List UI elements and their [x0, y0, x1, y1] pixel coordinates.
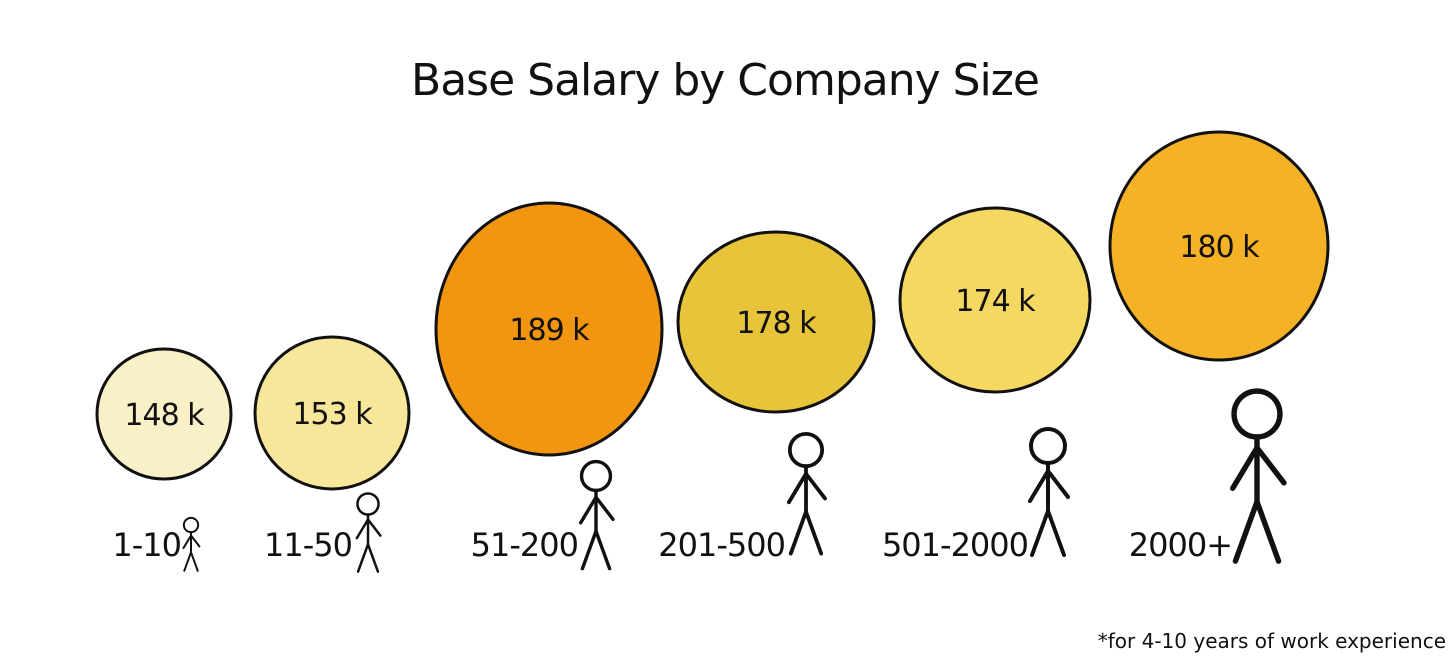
footnote: *for 4-10 years of work experience	[1098, 629, 1446, 653]
category-label-201-500: 201-500	[658, 526, 785, 564]
bubble-51-200	[434, 201, 664, 457]
value-label-11-50: 153 k	[292, 397, 373, 432]
bubble-2000+	[1108, 130, 1330, 362]
category-label-51-200: 51-200	[471, 526, 578, 564]
category-label-501-2000: 501-2000	[882, 526, 1028, 564]
stick-figure-icon	[787, 431, 827, 556]
bubble-201-500	[676, 230, 876, 414]
value-label-1-10: 148 k	[124, 398, 205, 433]
bubble-1-10	[95, 347, 233, 481]
chart-title: Base Salary by Company Size	[411, 55, 1039, 106]
stick-figure-icon	[182, 516, 201, 572]
category-label-1-10: 1-10	[112, 526, 181, 564]
stick-figure-icon	[579, 459, 615, 571]
value-label-501-2000: 174 k	[955, 284, 1036, 319]
value-label-51-200: 189 k	[509, 313, 590, 348]
value-label-2000+: 180 k	[1179, 230, 1260, 265]
value-label-201-500: 178 k	[736, 306, 817, 341]
chart-marks: 148 k 1-10 153 k 11-50 189 k 51-200 178 k 201-5…	[95, 130, 1330, 573]
stick-figure-icon	[1028, 427, 1070, 557]
category-label-2000+: 2000+	[1129, 526, 1232, 564]
stick-figure-icon	[355, 492, 382, 573]
bubble-501-2000	[898, 206, 1092, 394]
stick-figure-icon	[1229, 388, 1287, 564]
category-label-11-50: 11-50	[264, 526, 352, 564]
bubble-11-50	[253, 335, 411, 491]
